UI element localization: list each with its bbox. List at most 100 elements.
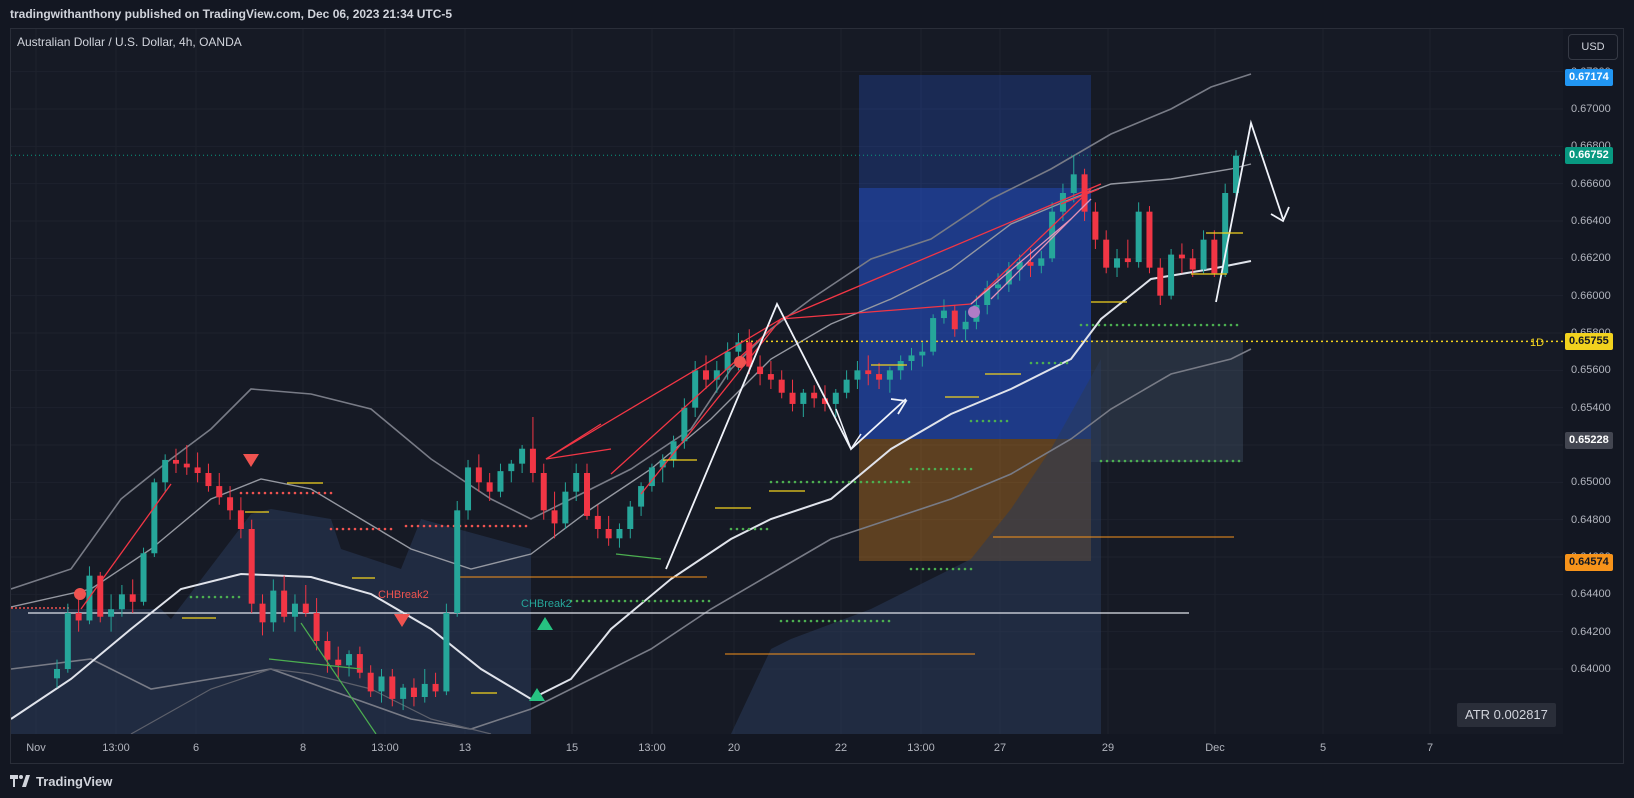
stop-dot-red — [257, 491, 261, 495]
stop-dot-green — [895, 480, 899, 484]
candle — [778, 370, 785, 399]
candle-body — [681, 407, 688, 442]
time-tick: 27 — [993, 742, 1007, 754]
stop-dot-red — [464, 524, 468, 528]
chart-frame — [10, 28, 1624, 764]
atr-indicator[interactable]: ATR 0.002817 — [1457, 703, 1556, 727]
stop-dot-green — [805, 480, 809, 484]
stop-dot-green — [225, 595, 229, 599]
candle-body — [389, 676, 396, 699]
stop-dot-green — [1235, 323, 1239, 327]
candle-body — [962, 321, 969, 330]
stop-dot-red — [317, 491, 321, 495]
stop-dot-green — [701, 599, 705, 603]
stop-dot-green — [1085, 323, 1089, 327]
price-tick: 0.65600 — [1571, 364, 1611, 377]
stop-dot-green — [605, 599, 609, 603]
currency-button[interactable]: USD — [1568, 34, 1618, 60]
candle — [346, 650, 353, 677]
stop-dot-green — [975, 419, 979, 423]
stop-dot-green — [927, 567, 931, 571]
structure-line — [780, 183, 1102, 320]
stop-dot-green — [1199, 323, 1203, 327]
stop-dot-green — [1175, 323, 1179, 327]
candle-body — [497, 471, 504, 492]
candle — [1038, 250, 1045, 274]
stop-dot-green — [1141, 459, 1145, 463]
atr-label: ATR — [1465, 707, 1491, 722]
candle-body — [995, 284, 1002, 289]
stop-dot-green — [1109, 323, 1113, 327]
candle-body — [605, 529, 612, 539]
candle — [1135, 202, 1142, 268]
candle-body — [1200, 239, 1207, 270]
stop-dot-green — [999, 419, 1003, 423]
stop-dot-green — [683, 599, 687, 603]
candle — [227, 486, 234, 520]
stop-dot-green — [189, 595, 193, 599]
stop-dot-red — [494, 524, 498, 528]
timeframe-flag: 1D — [1530, 337, 1545, 349]
candle — [162, 454, 169, 492]
stop-dot-red — [506, 524, 510, 528]
price-badge: 0.65755 — [1565, 333, 1613, 351]
stop-dot-green — [933, 467, 937, 471]
stop-dot-red — [446, 524, 450, 528]
structure-line — [80, 483, 172, 610]
candle — [800, 389, 807, 417]
candle — [832, 389, 839, 417]
stop-dot-red — [281, 491, 285, 495]
candle — [54, 659, 60, 688]
price-tick: 0.66200 — [1571, 252, 1611, 265]
candle-body — [800, 392, 807, 404]
candle-body — [400, 687, 407, 699]
candle — [400, 683, 407, 711]
structure-line — [970, 218, 1072, 305]
stop-dot-green — [945, 467, 949, 471]
stop-dot-green — [823, 480, 827, 484]
time-tick: 13 — [458, 742, 472, 754]
stop-dot-green — [853, 480, 857, 484]
footer-brand[interactable]: TradingView — [10, 771, 112, 791]
stop-dot-green — [951, 567, 955, 571]
candle — [75, 598, 82, 632]
candle-body — [540, 473, 547, 511]
stop-dot-green — [841, 480, 845, 484]
stop-dot-green — [845, 619, 849, 623]
chart-pane[interactable] — [11, 29, 1563, 734]
candle — [356, 646, 363, 679]
candle — [248, 519, 255, 613]
candle-body — [75, 613, 82, 621]
candle — [410, 678, 417, 707]
candle — [919, 342, 926, 367]
stop-dot-green — [981, 419, 985, 423]
stop-dot-green — [1029, 361, 1033, 365]
band-lower — [11, 348, 1252, 730]
stop-dot-green — [939, 467, 943, 471]
candle — [1103, 230, 1110, 274]
time-tick: Dec — [1205, 742, 1225, 754]
stop-dot-green — [769, 480, 773, 484]
stop-dot-green — [839, 619, 843, 623]
candle-body — [627, 506, 634, 529]
stop-dot-green — [747, 527, 751, 531]
stop-dot-red — [476, 524, 480, 528]
candle-body — [335, 659, 342, 666]
candle — [897, 355, 904, 380]
stop-dot-green — [707, 599, 711, 603]
stop-dot-green — [907, 480, 911, 484]
stop-dot-green — [213, 595, 217, 599]
candle — [129, 579, 136, 613]
candle-body — [529, 448, 536, 473]
stop-dot-green — [1099, 459, 1103, 463]
candle-body — [129, 594, 136, 602]
stop-dot-red — [365, 527, 369, 531]
stop-dot-green — [207, 595, 211, 599]
projection-arrow-2 — [1270, 206, 1290, 223]
candle-body — [648, 467, 655, 487]
candle-body — [1027, 262, 1034, 266]
stop-dot-green — [1151, 323, 1155, 327]
stop-dot-green — [909, 467, 913, 471]
signal-triangle-up — [529, 688, 545, 701]
candle — [486, 473, 493, 501]
